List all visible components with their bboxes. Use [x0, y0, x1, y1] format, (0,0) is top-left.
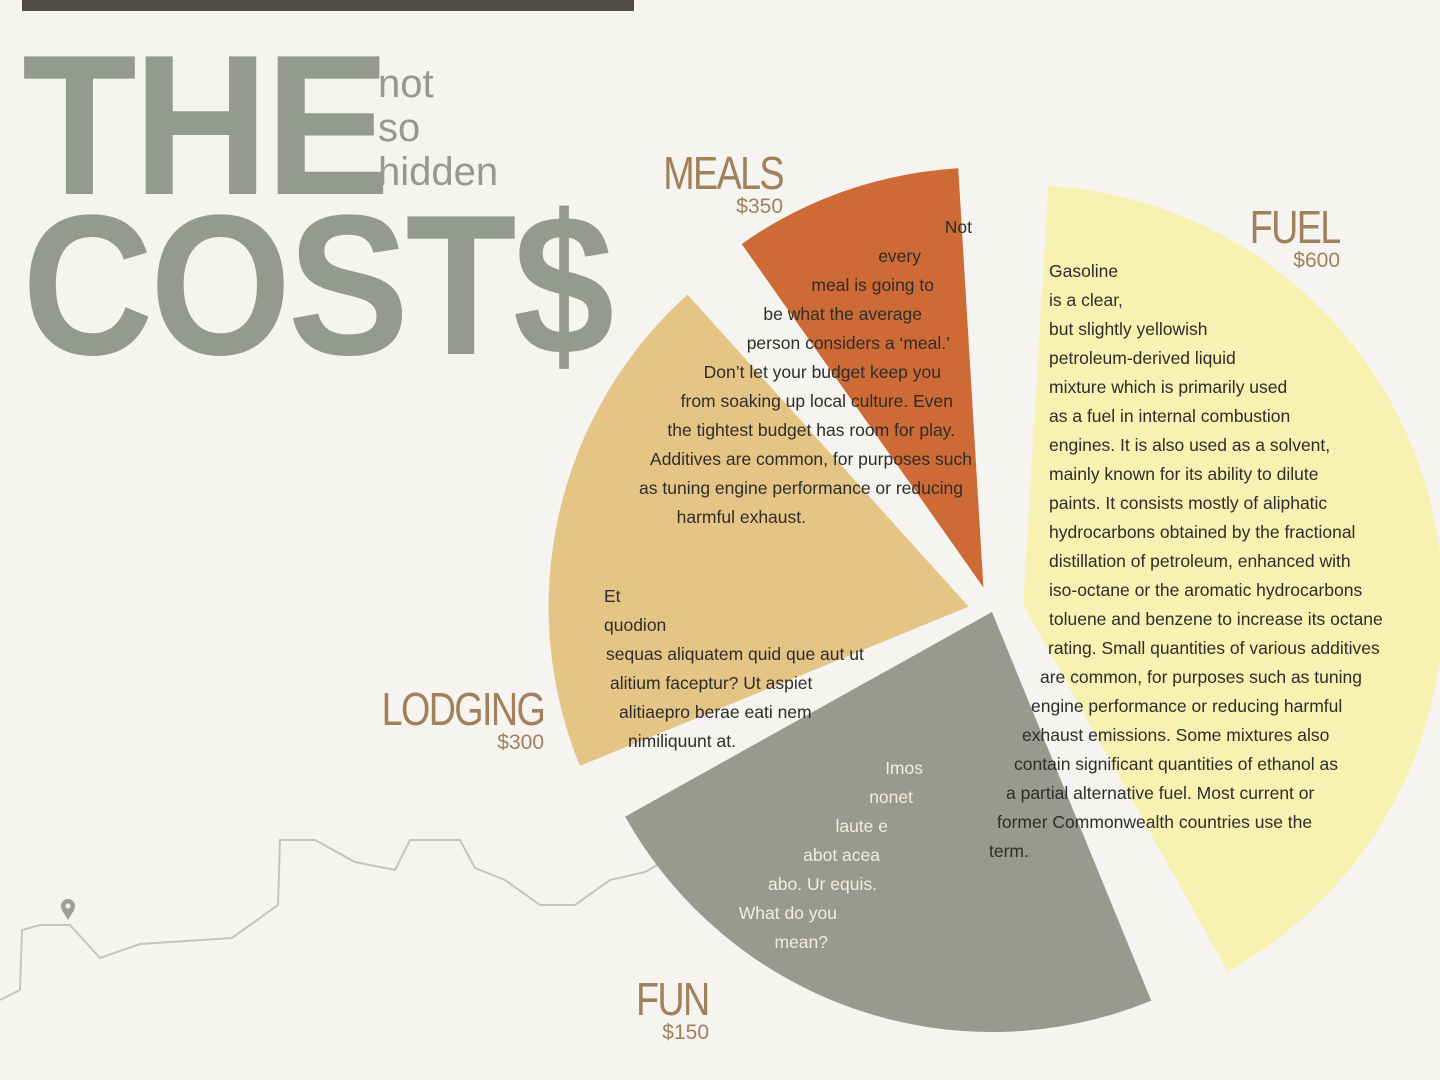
subtitle-word: so [378, 106, 421, 150]
lodging-text-line: Et [604, 586, 621, 606]
fun-text-line: nonet [869, 787, 913, 807]
fuel-text-line: term. [989, 841, 1029, 861]
fun-text-line: laute e [835, 816, 888, 836]
meals-value: $350 [736, 195, 783, 218]
subtitle-word: hidden [378, 150, 499, 194]
fuel-text-line: engine performance or reducing harmful [1031, 696, 1343, 716]
meals-name: MEALS [663, 147, 784, 199]
map-pin-icon [61, 899, 75, 920]
lodging-name: LODGING [381, 683, 546, 735]
fuel-text-line: are common, for purposes such as tuning [1040, 667, 1362, 687]
fun-value: $150 [662, 1021, 709, 1044]
fuel-text-line: contain significant quantities of ethano… [1014, 754, 1338, 774]
title-costs: COST$ [22, 174, 614, 397]
fuel-text-line: a partial alternative fuel. Most current… [1006, 783, 1315, 803]
fuel-text-line: mainly known for its ability to dilute [1049, 464, 1319, 484]
fuel-text-line: former Commonwealth countries use the [997, 812, 1313, 832]
fuel-text-line: Gasoline [1049, 261, 1119, 281]
fuel-description: Gasoline is a clear, but slightly yellowis… [0, 257, 1440, 866]
meals-text-line: the tightest budget has room for play. [667, 420, 955, 440]
subtitle-word: not [378, 62, 434, 106]
lodging-slice [548, 294, 969, 766]
fuel-text-line: rating. Small quantities of various addi… [1048, 638, 1380, 658]
fuel-text-line: petroleum-derived liquid [1049, 348, 1236, 368]
fun-text-line: Imos [885, 758, 923, 778]
meals-text-line: meal is going to [811, 275, 934, 295]
fun-slice [741, 168, 984, 588]
fun-text-line: abo. Ur equis. [768, 874, 877, 894]
fuel-text-line: is a clear, [1049, 290, 1123, 310]
meals-label: MEALS $350 [637, 147, 784, 218]
lodging-label: LODGING $300 [346, 683, 546, 754]
lodging-text-line: quodion [604, 615, 667, 635]
fun-description: Imos nonet laute e abot acea abo. Ur equis. W… [0, 754, 1440, 957]
subtitle: not so hidden [378, 62, 538, 194]
meals-text-line: Don’t let your budget keep you [703, 362, 941, 382]
fuel-text-line: as a fuel in internal combustion [1049, 406, 1291, 426]
meals-text-line: Additives are common, for purposes such [650, 449, 972, 469]
fun-text-line: mean? [774, 932, 828, 952]
fun-text-line: What do you [738, 903, 837, 923]
title-the: THE [22, 14, 390, 237]
lodging-value: $300 [497, 731, 544, 754]
meals-slice [625, 612, 1152, 1032]
fuel-slice [1023, 185, 1440, 972]
fuel-value: $600 [1293, 249, 1340, 272]
meals-text-line: be what the average [763, 304, 922, 324]
lodging-text-line: alitium faceptur? Ut aspiet [610, 673, 813, 693]
meals-text-line: from soaking up local culture. Even [680, 391, 953, 411]
fun-name: FUN [636, 973, 710, 1025]
fuel-text-line: toluene and benzene to increase its octa… [1049, 609, 1383, 629]
route-line [0, 839, 676, 1001]
lodging-text-line: nimiliquunt at. [628, 731, 736, 751]
fuel-text-line: iso-octane or the aromatic hydrocarbons [1049, 580, 1363, 600]
lodging-description: Et quodion sequas aliquatem quid que aut u… [0, 582, 1440, 756]
meals-text-line: as tuning engine performance or reducing [639, 478, 963, 498]
meals-text-line: Not [944, 217, 972, 237]
fuel-text-line: paints. It consists mostly of aliphatic [1049, 493, 1328, 513]
map-pin-dot [65, 903, 71, 909]
fuel-text-line: exhaust emissions. Some mixtures also [1022, 725, 1330, 745]
top-bar [22, 0, 634, 11]
meals-text-line: person considers a ‘meal.’ [746, 333, 950, 353]
meals-description: Not every meal is going to be what the aver… [0, 213, 1440, 532]
fuel-name: FUEL [1250, 201, 1342, 253]
meals-text-line: every [878, 246, 921, 266]
meals-text-line: harmful exhaust. [676, 507, 806, 527]
fuel-text-line: mixture which is primarily used [1049, 377, 1288, 397]
fuel-text-line: engines. It is also used as a solvent, [1049, 435, 1331, 455]
lodging-text-line: alitiaepro berae eati nem [619, 702, 812, 722]
fuel-text-line: hydrocarbons obtained by the fractional [1049, 522, 1356, 542]
fun-label: FUN $150 [620, 973, 710, 1044]
fun-text-line: abot acea [803, 845, 880, 865]
lodging-text-line: sequas aliquatem quid que aut ut [606, 644, 864, 664]
fuel-text-line: distillation of petroleum, enhanced with [1049, 551, 1351, 571]
fuel-label: FUEL $600 [1230, 201, 1342, 272]
fuel-text-line: but slightly yellowish [1049, 319, 1208, 339]
